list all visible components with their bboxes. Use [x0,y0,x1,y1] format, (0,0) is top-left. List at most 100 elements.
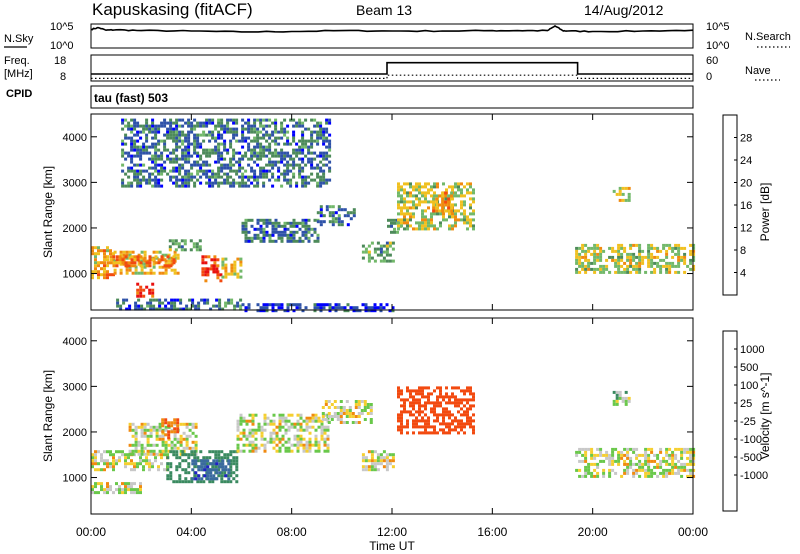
data-cell [196,145,200,149]
data-cell [130,118,134,122]
data-cell [115,459,118,463]
data-cell [136,139,140,143]
data-cell [683,450,687,454]
data-cell [656,456,660,460]
data-cell [164,433,168,437]
data-cell [190,130,194,134]
data-cell [232,154,236,158]
data-cell [454,215,457,219]
data-cell [629,462,633,466]
data-cell [337,303,341,307]
data-cell [244,136,248,140]
data-cell [193,127,197,131]
data-cell [590,474,594,478]
data-cell [662,243,666,247]
data-cell [469,185,472,189]
data-cell [354,421,358,424]
power-yaxis-label: Slant Range [km] [41,166,55,258]
data-cell [143,250,147,254]
data-cell [253,227,257,231]
data-cell [127,175,131,179]
data-cell [290,425,294,429]
data-cell [662,471,666,475]
data-cell [137,262,141,266]
data-cell [317,446,321,450]
data-cell [167,259,171,263]
data-cell [590,462,594,466]
data-cell [662,246,666,250]
y-tick-label: 1000 [63,269,87,281]
data-cell [578,246,582,250]
data-cell [307,236,311,240]
data-cell [662,459,666,463]
data-cell [163,264,167,268]
data-cell [364,247,368,251]
data-cell [241,172,245,176]
data-cell [172,136,176,140]
data-cell [137,253,141,257]
data-cell [432,203,436,207]
data-cell [265,169,269,173]
data-cell [424,413,427,417]
data-cell [632,267,636,271]
data-cell [154,178,158,182]
data-cell [133,465,136,469]
data-cell [421,425,424,429]
data-cell [321,406,325,409]
data-cell [584,249,588,253]
data-cell [232,163,236,167]
data-cell [333,415,337,418]
data-cell [397,428,400,432]
data-cell [241,157,245,161]
data-cell [226,163,230,167]
data-cell [154,130,158,134]
data-cell [659,270,663,274]
data-cell [403,182,406,186]
data-cell [154,133,158,137]
data-cell [112,273,115,277]
data-cell [136,282,140,286]
data-cell [444,200,448,204]
data-cell [322,220,326,224]
data-cell [584,471,588,475]
data-cell [157,127,161,131]
data-cell [390,221,393,225]
data-cell [466,416,469,420]
data-cell [175,121,179,125]
data-cell [109,273,112,277]
data-cell [113,259,117,263]
data-cell [192,242,196,246]
data-cell [238,151,242,155]
data-cell [196,124,200,128]
data-cell [379,462,383,466]
data-cell [692,459,696,463]
data-cell [185,440,189,444]
data-cell [208,151,212,155]
data-cell [204,255,208,259]
data-cell [319,121,323,125]
data-cell [214,124,218,128]
data-cell [145,145,149,149]
data-cell [217,181,221,185]
nsky-series-line [90,25,694,33]
data-cell [124,264,128,268]
data-cell [277,136,281,140]
data-cell [415,401,418,405]
data-cell [445,431,448,435]
data-cell [208,118,212,122]
data-cell [119,253,123,257]
data-cell [286,130,290,134]
data-cell [131,452,135,456]
data-cell [626,456,630,460]
data-cell [271,160,275,164]
data-cell [316,136,320,140]
data-cell [160,166,164,170]
data-cell [154,456,157,460]
data-cell [348,412,352,415]
data-cell [295,154,299,158]
data-cell [266,422,270,426]
data-cell [339,415,343,418]
data-cell [183,239,187,243]
data-cell [136,148,140,152]
data-cell [218,465,222,469]
